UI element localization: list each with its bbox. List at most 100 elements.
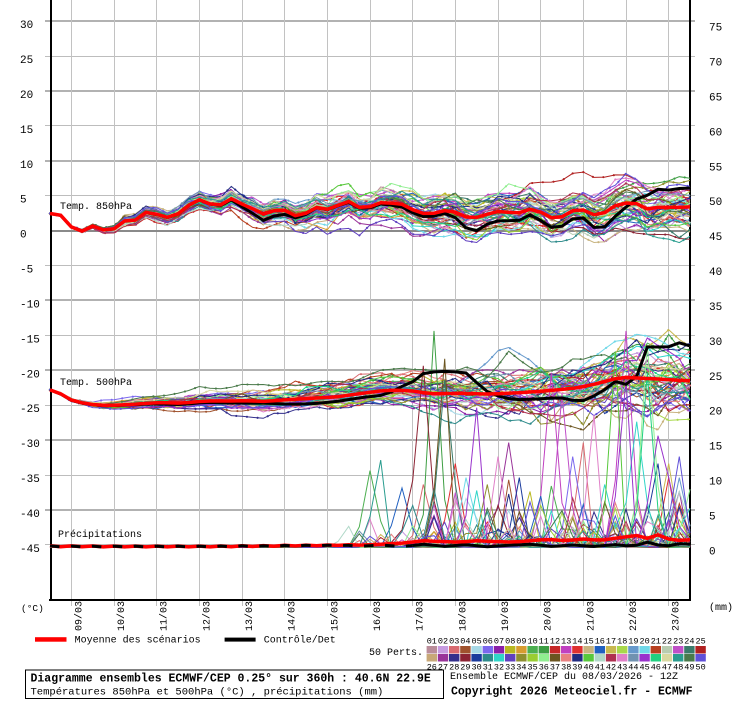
svg-text:70: 70 bbox=[709, 58, 722, 70]
svg-text:19/03: 19/03 bbox=[500, 601, 512, 631]
svg-text:46: 46 bbox=[651, 663, 661, 673]
svg-text:04: 04 bbox=[460, 636, 470, 646]
svg-text:14/03: 14/03 bbox=[287, 601, 299, 631]
svg-text:12: 12 bbox=[550, 636, 560, 646]
svg-text:15/03: 15/03 bbox=[329, 601, 341, 631]
svg-text:Copyright 2026 Meteociel.fr -: Copyright 2026 Meteociel.fr - ECMWF bbox=[451, 686, 693, 699]
svg-text:43: 43 bbox=[617, 663, 627, 673]
svg-text:65: 65 bbox=[709, 92, 722, 104]
svg-text:20: 20 bbox=[709, 407, 722, 419]
svg-text:26: 26 bbox=[427, 663, 437, 673]
svg-text:27: 27 bbox=[438, 663, 448, 673]
svg-text:13/03: 13/03 bbox=[244, 601, 256, 631]
svg-text:09: 09 bbox=[516, 636, 526, 646]
svg-text:-30: -30 bbox=[20, 439, 40, 451]
svg-text:36: 36 bbox=[539, 663, 549, 673]
svg-text:11/03: 11/03 bbox=[159, 601, 171, 631]
svg-text:01: 01 bbox=[427, 636, 437, 646]
svg-text:Ensemble ECMWF/CEP du 08/03/20: Ensemble ECMWF/CEP du 08/03/2026 - 12Z bbox=[450, 671, 678, 683]
svg-text:-25: -25 bbox=[20, 404, 40, 416]
svg-text:25: 25 bbox=[20, 55, 33, 67]
svg-text:25: 25 bbox=[709, 372, 722, 384]
svg-text:Températures 850hPa et 500hPa: Températures 850hPa et 500hPa (°C) , pré… bbox=[31, 687, 384, 699]
svg-text:55: 55 bbox=[709, 162, 722, 174]
svg-text:16: 16 bbox=[595, 636, 605, 646]
svg-text:-35: -35 bbox=[20, 474, 40, 486]
svg-text:33: 33 bbox=[505, 663, 515, 673]
svg-text:18/03: 18/03 bbox=[457, 601, 469, 631]
svg-text:50 Perts.: 50 Perts. bbox=[369, 648, 423, 659]
svg-text:12/03: 12/03 bbox=[201, 601, 213, 631]
svg-text:21/03: 21/03 bbox=[585, 601, 597, 631]
svg-text:-5: -5 bbox=[20, 265, 33, 277]
svg-text:13: 13 bbox=[561, 636, 571, 646]
svg-text:03: 03 bbox=[449, 636, 459, 646]
svg-text:22/03: 22/03 bbox=[628, 601, 640, 631]
svg-text:Temp. 500hPa: Temp. 500hPa bbox=[60, 377, 132, 389]
svg-text:37: 37 bbox=[550, 663, 560, 673]
svg-text:34: 34 bbox=[516, 663, 526, 673]
svg-text:25: 25 bbox=[695, 636, 705, 646]
svg-text:20/03: 20/03 bbox=[543, 601, 555, 631]
svg-text:11: 11 bbox=[539, 636, 549, 646]
svg-text:15: 15 bbox=[583, 636, 593, 646]
svg-text:40: 40 bbox=[709, 267, 722, 279]
svg-text:20: 20 bbox=[20, 90, 33, 102]
svg-text:45: 45 bbox=[639, 663, 649, 673]
svg-text:-45: -45 bbox=[20, 544, 40, 556]
svg-text:-20: -20 bbox=[20, 369, 40, 381]
svg-text:10/03: 10/03 bbox=[116, 601, 128, 631]
svg-text:07: 07 bbox=[494, 636, 504, 646]
svg-text:38: 38 bbox=[561, 663, 571, 673]
svg-text:22: 22 bbox=[662, 636, 672, 646]
svg-text:49: 49 bbox=[684, 663, 694, 673]
svg-text:23/03: 23/03 bbox=[671, 601, 683, 631]
svg-text:50: 50 bbox=[709, 197, 722, 209]
svg-text:75: 75 bbox=[709, 23, 722, 35]
svg-text:30: 30 bbox=[709, 337, 722, 349]
svg-text:05: 05 bbox=[471, 636, 481, 646]
svg-text:5: 5 bbox=[20, 195, 27, 207]
svg-text:06: 06 bbox=[483, 636, 493, 646]
svg-text:(mm): (mm) bbox=[709, 602, 733, 614]
svg-text:15: 15 bbox=[20, 125, 33, 137]
svg-text:35: 35 bbox=[709, 302, 722, 314]
svg-text:47: 47 bbox=[662, 663, 672, 673]
svg-text:29: 29 bbox=[460, 663, 470, 673]
svg-text:10: 10 bbox=[527, 636, 537, 646]
svg-text:31: 31 bbox=[483, 663, 493, 673]
svg-text:0: 0 bbox=[709, 546, 716, 558]
svg-text:0: 0 bbox=[20, 230, 27, 242]
svg-text:17: 17 bbox=[606, 636, 616, 646]
svg-text:17/03: 17/03 bbox=[415, 601, 427, 631]
svg-text:16/03: 16/03 bbox=[372, 601, 384, 631]
svg-text:5: 5 bbox=[709, 512, 716, 524]
svg-text:40: 40 bbox=[583, 663, 593, 673]
svg-text:44: 44 bbox=[628, 663, 638, 673]
svg-text:-10: -10 bbox=[20, 300, 40, 312]
svg-text:30: 30 bbox=[20, 20, 33, 32]
svg-text:09/03: 09/03 bbox=[73, 601, 85, 631]
svg-text:14: 14 bbox=[572, 636, 582, 646]
svg-text:45: 45 bbox=[709, 232, 722, 244]
svg-text:50: 50 bbox=[695, 663, 705, 673]
svg-text:Temp. 850hPa: Temp. 850hPa bbox=[60, 201, 132, 213]
svg-text:15: 15 bbox=[709, 442, 722, 454]
svg-text:-40: -40 bbox=[20, 509, 40, 521]
svg-text:Contrôle/Det: Contrôle/Det bbox=[264, 634, 336, 646]
svg-text:39: 39 bbox=[572, 663, 582, 673]
svg-text:08: 08 bbox=[505, 636, 515, 646]
svg-text:41: 41 bbox=[595, 663, 605, 673]
svg-text:32: 32 bbox=[494, 663, 504, 673]
svg-text:30: 30 bbox=[471, 663, 481, 673]
svg-text:24: 24 bbox=[684, 636, 694, 646]
svg-text:48: 48 bbox=[673, 663, 683, 673]
svg-text:10: 10 bbox=[20, 160, 33, 172]
svg-text:(°C): (°C) bbox=[21, 603, 44, 614]
svg-text:10: 10 bbox=[709, 477, 722, 489]
svg-text:42: 42 bbox=[606, 663, 616, 673]
svg-text:19: 19 bbox=[628, 636, 638, 646]
svg-text:23: 23 bbox=[673, 636, 683, 646]
svg-text:28: 28 bbox=[449, 663, 459, 673]
svg-text:Diagramme ensembles ECMWF/CEP: Diagramme ensembles ECMWF/CEP 0.25° sur … bbox=[31, 673, 431, 686]
